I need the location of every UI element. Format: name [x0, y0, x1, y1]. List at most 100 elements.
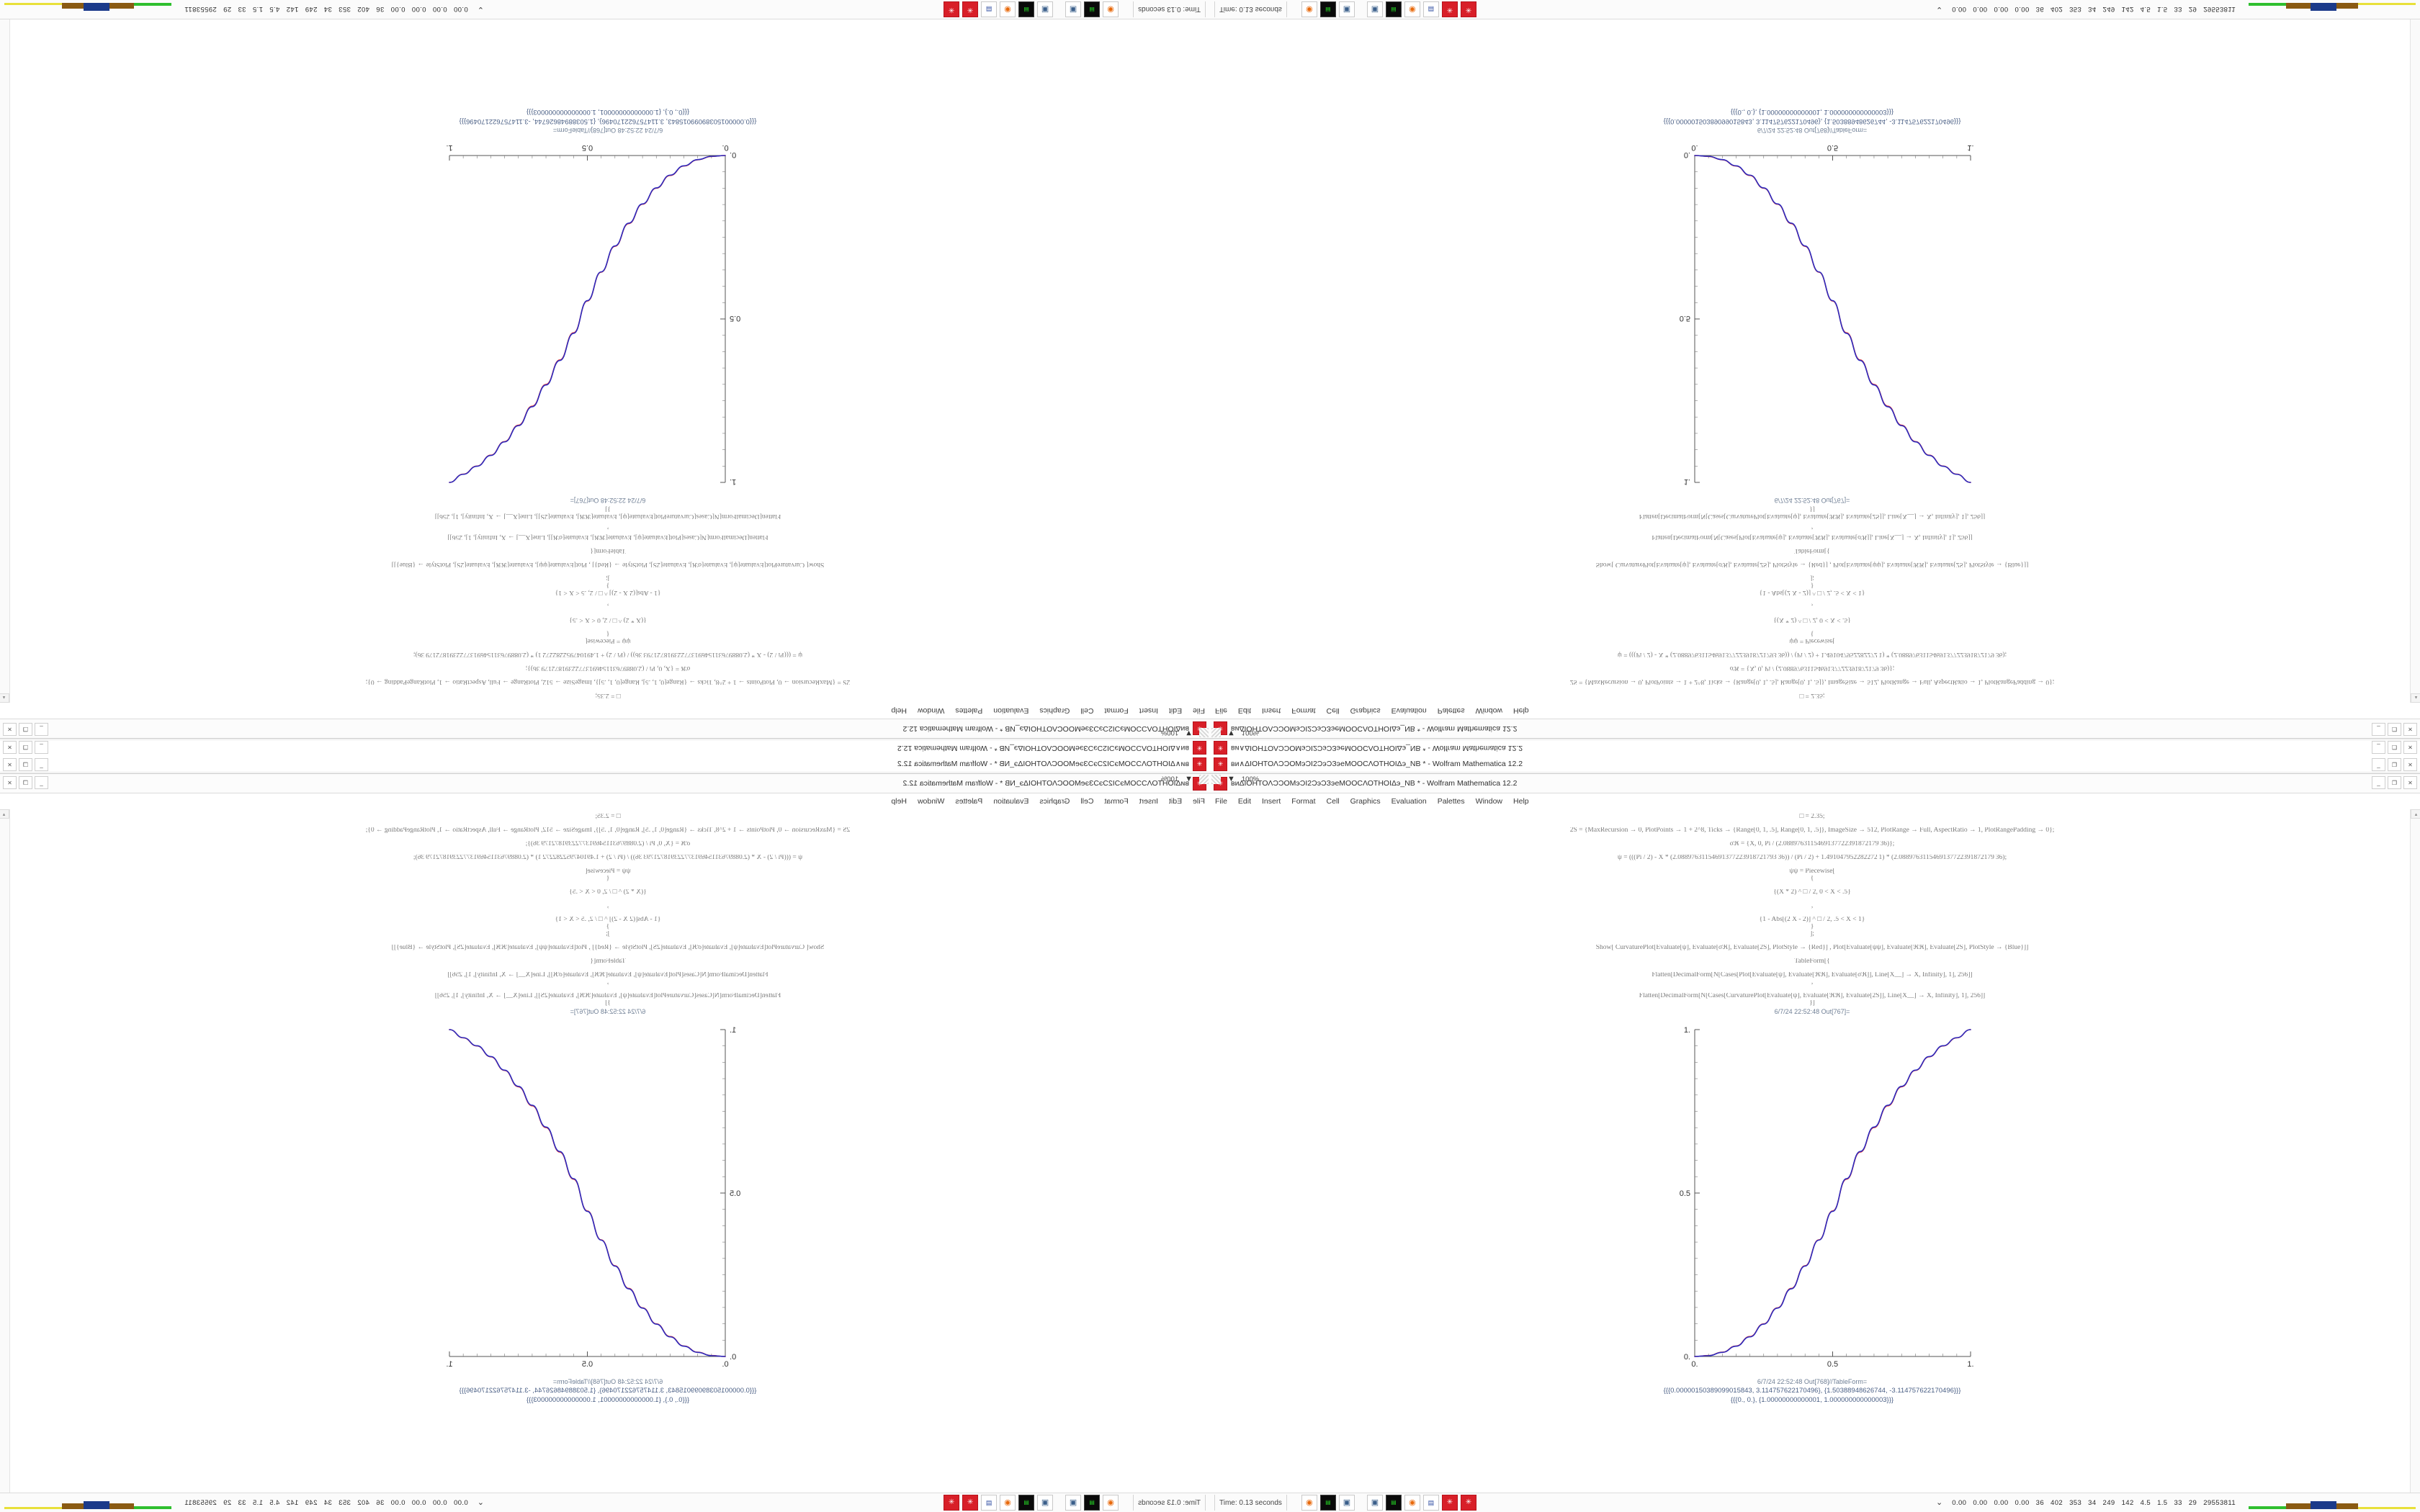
- scroll-up-icon[interactable]: ▴: [2411, 809, 2420, 819]
- code-line[interactable]: Flatten[DecimalForm[N[Cases[CurvaturePlo…: [1639, 992, 1986, 999]
- notebook-scrollbar[interactable]: ▴: [0, 17, 10, 703]
- window-titlebar[interactable]: ✳ виΔΙΟΗΤΟΛϽϽΟΜэϽΙ2ϽэϽЗэеΜΟΟϹΛΟΤΗΟΙΔэ_NB…: [0, 774, 1210, 793]
- code-line[interactable]: Flatten[DecimalForm[N[Cases[Plot[Evaluat…: [447, 534, 768, 541]
- code-line[interactable]: □ = 2.35;: [595, 814, 621, 820]
- firefox-icon-2[interactable]: ◉: [1404, 1495, 1420, 1511]
- window-controls[interactable]: _ ❐ ✕: [3, 723, 48, 736]
- chevron-down-icon[interactable]: ▼: [1185, 729, 1193, 737]
- code-line[interactable]: {: [606, 630, 610, 637]
- window-controls[interactable]: _ ❐ ✕: [2372, 776, 2417, 789]
- close-button[interactable]: ✕: [2403, 723, 2417, 736]
- code-line[interactable]: ψψ = Piecewise[: [585, 868, 631, 875]
- expand-chevron-icon[interactable]: ⌄: [477, 5, 484, 14]
- minimize-button[interactable]: _: [2372, 758, 2385, 771]
- code-line[interactable]: {(X * 2) ^ □ / 2, 0 < X < .5}: [569, 888, 647, 896]
- terminal-icon-2[interactable]: ▤: [1385, 1, 1402, 17]
- code-line[interactable]: }]: [1809, 505, 1815, 513]
- menubar[interactable]: File Edit Insert Format Cell Graphics Ev…: [0, 793, 1210, 810]
- menu-item-help[interactable]: Help: [891, 706, 907, 715]
- code-line[interactable]: □ = 2.35;: [595, 692, 621, 698]
- terminal-icon[interactable]: ▤: [1319, 1, 1336, 17]
- menu-item-file[interactable]: File: [1193, 706, 1205, 715]
- code-line[interactable]: ];: [606, 930, 610, 937]
- menubar[interactable]: File Edit Insert Format Cell Graphics Ev…: [1210, 702, 2420, 719]
- code-line[interactable]: □ = 2.35;: [1799, 814, 1825, 820]
- code-line[interactable]: ];: [1810, 575, 1814, 582]
- code-line[interactable]: Show[ CurvaturePlot[Evaluate[ψ], Evaluat…: [391, 561, 825, 568]
- maximize-button[interactable]: ❐: [19, 741, 32, 754]
- menu-item-cell[interactable]: Cell: [1326, 797, 1340, 806]
- menu-item-edit[interactable]: Edit: [1168, 706, 1183, 715]
- code-line[interactable]: 2S = {MaxRecursion → 0, PlotPoints → 1 +…: [365, 827, 851, 834]
- code-line[interactable]: Show[ CurvaturePlot[Evaluate[ψ], Evaluat…: [1595, 944, 2029, 951]
- code-line[interactable]: Show[ CurvaturePlot[Evaluate[ψ], Evaluat…: [1595, 561, 2029, 568]
- minimize-button[interactable]: _: [35, 758, 48, 771]
- firefox-icon-2[interactable]: ◉: [1000, 1, 1016, 17]
- code-line[interactable]: TableForm[{: [1794, 547, 1830, 554]
- terminal-icon-2[interactable]: ▤: [1018, 1495, 1035, 1511]
- menu-item-help[interactable]: Help: [1513, 706, 1529, 715]
- firefox-icon-2[interactable]: ◉: [1000, 1495, 1016, 1511]
- chevron-down-icon[interactable]: ▼: [1185, 775, 1193, 783]
- expand-chevron-icon[interactable]: ⌄: [1936, 5, 1943, 14]
- code-line[interactable]: {(X * 2) ^ □ / 2, 0 < X < .5}: [1773, 888, 1851, 896]
- code-line[interactable]: Flatten[DecimalForm[N[Cases[Plot[Evaluat…: [447, 971, 768, 978]
- code-line[interactable]: }]: [605, 999, 611, 1007]
- menu-item-cell[interactable]: Cell: [1326, 706, 1340, 715]
- code-line[interactable]: ,: [1811, 603, 1814, 610]
- menu-item-palettes[interactable]: Palettes: [955, 797, 983, 806]
- close-button[interactable]: ✕: [3, 723, 17, 736]
- firefox-icon[interactable]: ◉: [1103, 1495, 1119, 1511]
- sigmoid-plot[interactable]: 0. 0.5 1. 0. 0.5 1.: [1643, 1017, 1981, 1377]
- code-line[interactable]: ,: [606, 902, 609, 909]
- minimize-button[interactable]: _: [35, 741, 48, 754]
- code-line[interactable]: {: [1810, 875, 1814, 882]
- code-line[interactable]: {1 - Abs[(2 X - 2)] ^ □ / 2, .5 < X < 1}: [555, 589, 661, 596]
- code-line[interactable]: Flatten[DecimalForm[N[Cases[Plot[Evaluat…: [1652, 971, 1973, 978]
- code-line[interactable]: ψ = (((Pi / 2) - X * (2.0889763115469137…: [413, 651, 803, 658]
- maximize-button[interactable]: ❐: [19, 776, 32, 789]
- menu-item-file[interactable]: File: [1215, 706, 1227, 715]
- code-line[interactable]: {1 - Abs[(2 X - 2)] ^ □ / 2, .5 < X < 1}: [1759, 916, 1865, 923]
- code-line[interactable]: σℜ = {X, 0, Pi / (2.08897631154691377223…: [1729, 665, 1895, 672]
- save-icon[interactable]: ▤: [981, 1495, 998, 1511]
- code-line[interactable]: }]: [605, 505, 611, 513]
- wolfram-icon-2[interactable]: ✳: [944, 1495, 960, 1511]
- close-button[interactable]: ✕: [3, 741, 17, 754]
- code-line[interactable]: ψ = (((Pi / 2) - X * (2.0889763115469137…: [1617, 651, 2007, 658]
- code-line[interactable]: σℜ = {X, 0, Pi / (2.08897631154691377223…: [1729, 840, 1895, 847]
- chevron-down-icon[interactable]: ▼: [1227, 775, 1235, 783]
- wolfram-icon-2[interactable]: ✳: [1460, 1, 1476, 17]
- menu-item-cell[interactable]: Cell: [1080, 797, 1094, 806]
- code-line[interactable]: 2S = {MaxRecursion → 0, PlotPoints → 1 +…: [365, 678, 851, 685]
- menu-item-evaluation[interactable]: Evaluation: [1391, 706, 1427, 715]
- close-button[interactable]: ✕: [2403, 758, 2417, 771]
- scroll-up-icon[interactable]: ▴: [2411, 693, 2420, 703]
- code-line[interactable]: σℜ = {X, 0, Pi / (2.08897631154691377223…: [525, 840, 691, 847]
- code-line[interactable]: 2S = {MaxRecursion → 0, PlotPoints → 1 +…: [1569, 827, 2055, 834]
- minimize-button[interactable]: _: [2372, 776, 2385, 789]
- window-controls-secondary[interactable]: _ ❐ ✕: [3, 741, 48, 754]
- zoom-control[interactable]: ▼ 100%: [1211, 775, 1259, 784]
- resize-grip-icon[interactable]: [1199, 775, 1209, 784]
- save-icon[interactable]: ▤: [981, 1, 998, 17]
- display-icon[interactable]: ▣: [1065, 1495, 1082, 1511]
- maximize-button[interactable]: ❐: [2388, 741, 2401, 754]
- close-button[interactable]: ✕: [2403, 776, 2417, 789]
- close-button[interactable]: ✕: [2403, 741, 2417, 754]
- wolfram-icon-2[interactable]: ✳: [1460, 1495, 1476, 1511]
- code-line[interactable]: ,: [606, 978, 609, 986]
- wolfram-icon[interactable]: ✳: [962, 1, 979, 17]
- taskbar-icon-tray[interactable]: ◉ ▤ ▣ ▣ ▤ ◉ ▤ ✳ ✳: [1301, 1, 1476, 17]
- code-line[interactable]: ψψ = Piecewise[: [1789, 868, 1835, 875]
- system-monitor[interactable]: ⌄ 0.00 0.00 0.00 0.00 36 402 353 34 249 …: [1932, 1496, 2420, 1509]
- display-icon-2[interactable]: ▣: [1037, 1495, 1054, 1511]
- menu-item-window[interactable]: Window: [1475, 706, 1503, 715]
- system-monitor[interactable]: ⌄ 0.00 0.00 0.00 0.00 36 402 353 34 249 …: [0, 1496, 488, 1509]
- code-line[interactable]: Show[ CurvaturePlot[Evaluate[ψ], Evaluat…: [391, 944, 825, 951]
- zoom-control[interactable]: ▼ 100%: [1211, 728, 1259, 737]
- display-icon-2[interactable]: ▣: [1366, 1495, 1383, 1511]
- code-line[interactable]: }: [606, 923, 610, 930]
- code-line[interactable]: 2S = {MaxRecursion → 0, PlotPoints → 1 +…: [1569, 678, 2055, 685]
- code-line[interactable]: TableForm[{: [1794, 958, 1830, 965]
